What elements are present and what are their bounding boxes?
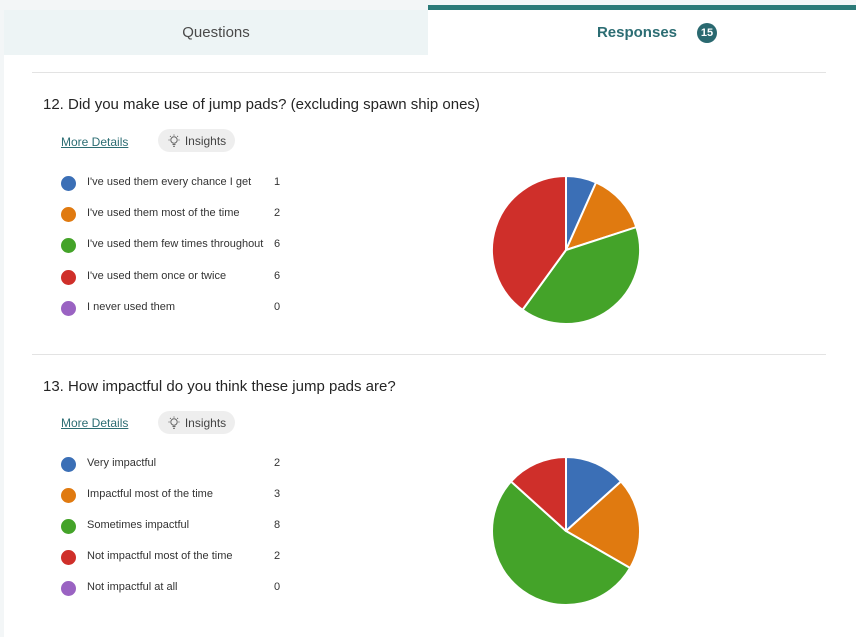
pie-slice[interactable]: [565, 456, 622, 532]
option-label: I never used them: [87, 301, 176, 313]
lightbulb-icon: [168, 134, 180, 147]
question-card-13: 13. How impactful do you think these jum…: [4, 378, 856, 633]
legend-row: Impactful most of the time 3: [61, 486, 291, 506]
pie-slice[interactable]: [565, 480, 641, 569]
legend-row: I've used them most of the time 2: [61, 205, 291, 225]
tab-questions[interactable]: Questions: [4, 10, 428, 55]
option-label: I've used them few times throughout: [87, 238, 264, 250]
legend-row: I've used them once or twice 6: [61, 268, 291, 288]
insights-button[interactable]: Insights: [158, 411, 235, 434]
legend-swatch: [61, 457, 76, 472]
divider: [32, 72, 826, 73]
pie-chart: [491, 175, 641, 325]
legend-row: Very impactful 2: [61, 455, 291, 475]
legend-swatch: [61, 238, 76, 253]
legend-swatch: [61, 519, 76, 534]
option-count: 1: [274, 176, 281, 188]
option-label: I've used them every chance I get: [87, 176, 252, 188]
option-count: 2: [274, 550, 281, 562]
legend-row: Not impactful most of the time 2: [61, 548, 291, 568]
tab-questions-label: Questions: [182, 24, 250, 41]
legend-swatch: [61, 581, 76, 596]
legend-swatch: [61, 488, 76, 503]
pie-chart: [491, 456, 641, 606]
legend-swatch: [61, 176, 76, 191]
question-title: 13. How impactful do you think these jum…: [43, 378, 396, 395]
legend-swatch: [61, 550, 76, 565]
legend-swatch: [61, 301, 76, 316]
pie-slice[interactable]: [491, 175, 567, 311]
option-count: 2: [274, 207, 281, 219]
option-label: I've used them most of the time: [87, 207, 240, 219]
tab-bar: Questions Responses 15: [4, 0, 856, 55]
option-count: 3: [274, 488, 281, 500]
pie-slice[interactable]: [510, 456, 567, 532]
insights-label: Insights: [184, 415, 227, 430]
divider: [32, 354, 826, 355]
tab-responses[interactable]: Responses 15: [428, 5, 856, 55]
option-count: 6: [274, 238, 281, 250]
option-count: 0: [274, 581, 281, 593]
option-label: Not impactful at all: [87, 581, 178, 593]
option-label: Very impactful: [87, 457, 157, 469]
pie-slice[interactable]: [565, 181, 638, 251]
option-label: Sometimes impactful: [87, 519, 190, 531]
lightbulb-icon: [168, 416, 180, 429]
legend-swatch: [61, 207, 76, 222]
pie-slice[interactable]: [491, 480, 632, 606]
insights-label: Insights: [184, 133, 227, 148]
legend-row: I've used them every chance I get 1: [61, 174, 291, 194]
legend-row: Sometimes impactful 8: [61, 517, 291, 537]
more-details-link[interactable]: More Details: [61, 416, 129, 430]
insights-button[interactable]: Insights: [158, 129, 235, 152]
option-label: Not impactful most of the time: [87, 550, 233, 562]
question-title: 12. Did you make use of jump pads? (excl…: [43, 96, 480, 113]
tab-responses-label: Responses: [596, 24, 678, 41]
pie-slice[interactable]: [521, 226, 641, 325]
option-label: Impactful most of the time: [87, 488, 213, 500]
option-count: 6: [274, 270, 281, 282]
legend-row: Not impactful at all 0: [61, 579, 291, 599]
more-details-link[interactable]: More Details: [61, 135, 129, 149]
option-label: I've used them once or twice: [87, 270, 227, 282]
legend-row: I never used them 0: [61, 299, 291, 319]
responses-panel: 12. Did you make use of jump pads? (excl…: [4, 55, 856, 637]
option-count: 0: [274, 301, 281, 313]
option-count: 2: [274, 457, 281, 469]
responses-count-badge: 15: [697, 22, 718, 43]
legend-row: I've used them few times throughout 6: [61, 236, 291, 256]
question-card-12: 12. Did you make use of jump pads? (excl…: [4, 96, 856, 346]
legend-swatch: [61, 270, 76, 285]
option-count: 8: [274, 519, 281, 531]
